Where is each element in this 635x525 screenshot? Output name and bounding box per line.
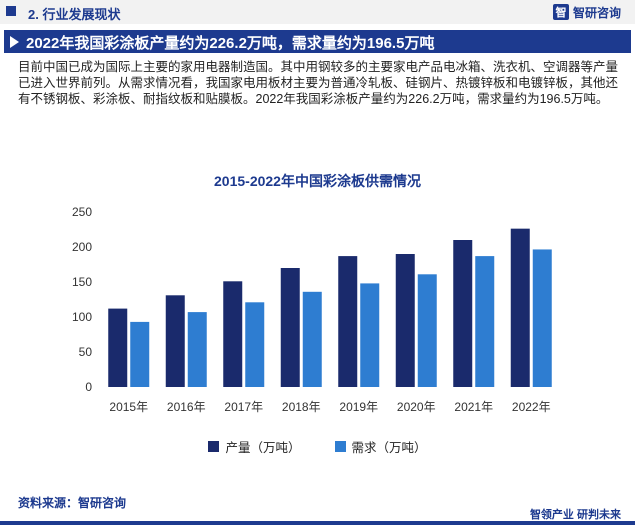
bar-chart: 0 50 100 150 200 250 2015年 2016年 2017年 2018年 2019年…	[72, 205, 552, 414]
y-tick-label: 250	[72, 205, 92, 219]
legend-swatch-demand	[334, 441, 346, 452]
triangle-icon	[10, 36, 19, 48]
logo-text: 智研咨询	[572, 5, 621, 20]
y-tick-label: 0	[85, 380, 92, 394]
x-tick-label: 2022年	[512, 400, 551, 414]
bar-production	[108, 308, 128, 387]
bar-demand	[475, 256, 495, 387]
chart-title: 2015-2022年中国彩涂板供需情况	[214, 173, 421, 189]
x-tick-label: 2021年	[454, 400, 493, 414]
section-header: 2. 行业发展现状 智 智研咨询	[0, 0, 635, 24]
chart-legend: 产量（万吨） 需求（万吨）	[0, 437, 635, 456]
bar-demand	[130, 321, 150, 387]
bar-demand	[245, 302, 265, 387]
section-title: 2. 行业发展现状	[28, 7, 121, 22]
x-tick-label: 2015年	[109, 400, 148, 414]
bar-demand	[302, 291, 322, 387]
y-tick-label: 150	[72, 275, 92, 289]
legend-item-demand: 需求（万吨）	[334, 437, 427, 456]
brand-slogan: 智领产业 研判未来	[529, 509, 621, 521]
x-tick-label: 2020年	[397, 400, 436, 414]
x-tick-label: 2017年	[224, 400, 263, 414]
bar-demand	[417, 274, 437, 387]
legend-swatch-production	[208, 441, 220, 452]
bar-demand	[532, 249, 552, 387]
legend-label-production: 产量（万吨）	[225, 441, 301, 455]
legend-label-demand: 需求（万吨）	[351, 441, 427, 455]
y-tick-label: 100	[72, 310, 92, 324]
headline-text: 2022年我国彩涂板产量约为226.2万吨，需求量约为196.5万吨	[26, 35, 435, 52]
source-note: 资料来源：智研咨询	[18, 496, 127, 510]
bar-production	[165, 295, 185, 387]
bar-production	[453, 240, 473, 387]
bar-demand	[187, 312, 207, 387]
x-tick-label: 2019年	[339, 400, 378, 414]
x-tick-label: 2018年	[282, 400, 321, 414]
section-marker	[6, 6, 16, 16]
bottom-divider	[0, 521, 635, 525]
logo-mark-icon: 智	[552, 4, 569, 20]
bar-production	[395, 254, 415, 387]
x-tick-label: 2016年	[167, 400, 206, 414]
bar-production	[338, 256, 358, 387]
headline-banner: 2022年我国彩涂板产量约为226.2万吨，需求量约为196.5万吨	[4, 30, 631, 53]
bar-production	[223, 281, 243, 387]
bar-production	[510, 228, 530, 387]
brand-logo: 智 智研咨询	[552, 3, 621, 21]
y-tick-label: 50	[79, 345, 93, 359]
y-tick-label: 200	[72, 240, 92, 254]
legend-item-production: 产量（万吨）	[208, 437, 301, 456]
bar-demand	[360, 283, 380, 387]
intro-paragraph: 目前中国已成为国际上主要的家用电器制造国。其中用钢较多的主要家电产品电冰箱、洗衣…	[18, 60, 619, 106]
bar-production	[280, 268, 300, 387]
